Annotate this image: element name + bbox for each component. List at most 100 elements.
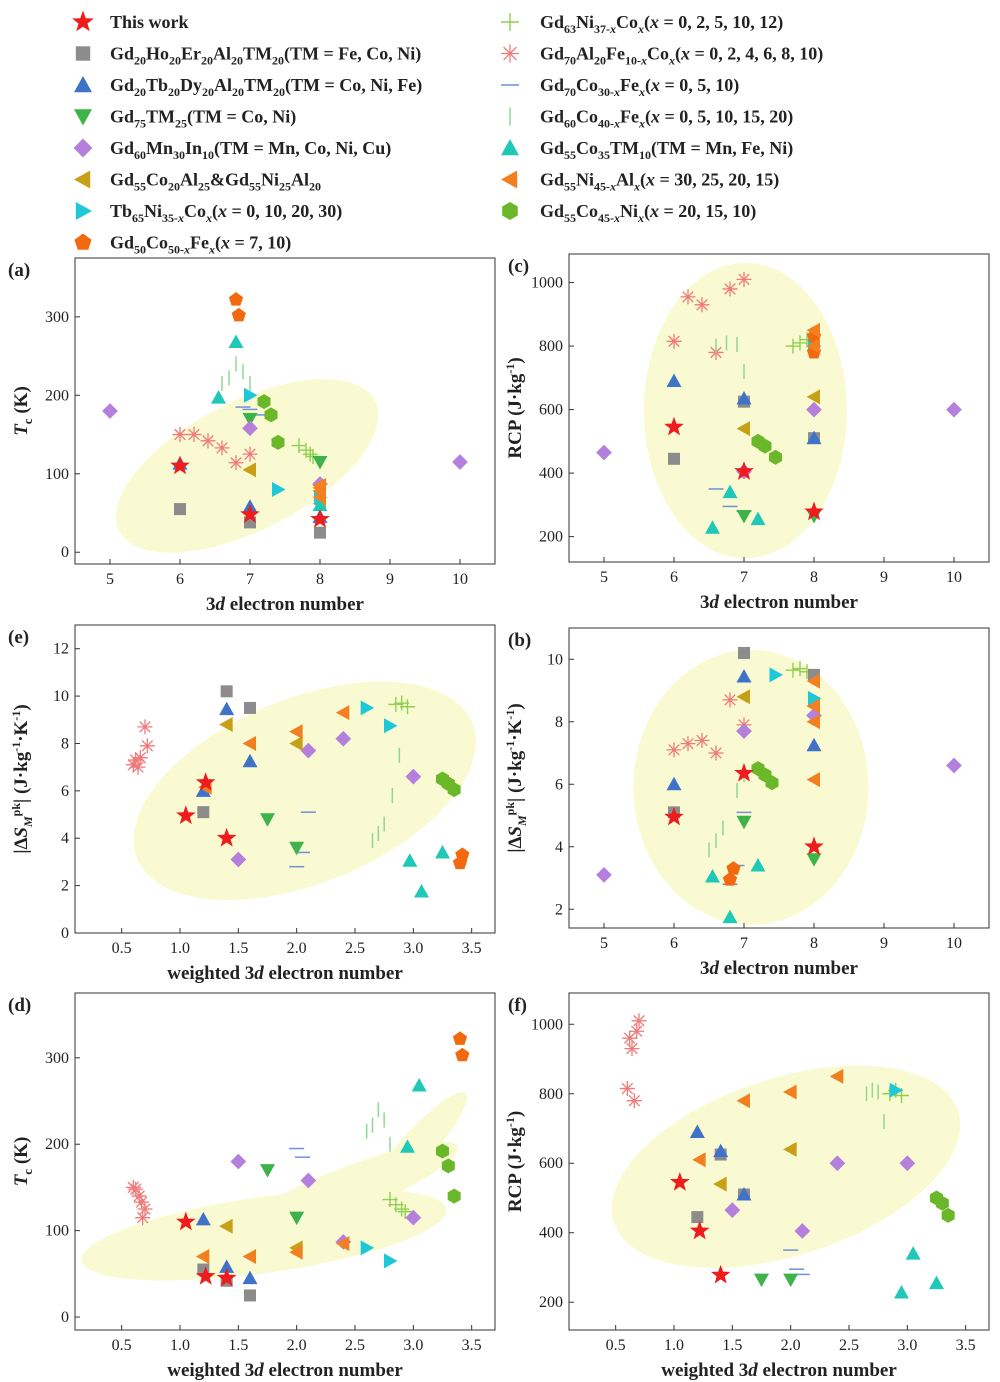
point-g55co xyxy=(769,449,782,465)
panel-d-xtick: 2.0 xyxy=(287,1337,307,1354)
point-mn xyxy=(946,401,962,418)
legend-label-g63: Gd63Ni37-xCox(x = 0, 2, 5, 10, 12) xyxy=(540,12,783,36)
point-g70al xyxy=(722,281,738,297)
point-g50 xyxy=(452,855,468,870)
panel-d-label: (d) xyxy=(8,995,31,1016)
panel-c-xtick: 5 xyxy=(600,569,608,586)
point-g70al xyxy=(134,1194,149,1210)
point-g70al xyxy=(624,1041,640,1057)
point-mn xyxy=(946,757,962,774)
panel-d-xtick: 0.5 xyxy=(112,1337,132,1354)
point-tbni xyxy=(808,690,822,706)
point-g70al xyxy=(694,297,710,313)
panel-f-xtick: 2.0 xyxy=(781,1337,801,1354)
legend-marker-g70al xyxy=(501,44,519,63)
panel-a-points xyxy=(102,292,468,539)
point-g55ni xyxy=(806,698,820,714)
point-al xyxy=(806,389,820,405)
point-g70al xyxy=(666,333,682,349)
point-tw xyxy=(689,1220,710,1240)
legend-label-al: Gd55Co20Al25&Gd55Ni25Al20 xyxy=(110,170,321,194)
panel-f-frame xyxy=(568,992,990,1331)
point-g55ni xyxy=(335,705,350,721)
point-g50 xyxy=(726,861,741,875)
panel-b-points xyxy=(596,647,962,924)
legend-marker-ho xyxy=(75,46,91,61)
point-g75 xyxy=(289,1211,305,1226)
panel-c-label: (c) xyxy=(508,256,529,277)
panel-c: 5 6 7 8 9 10 200 400 600 800 1000(c) 3d electron nu… xyxy=(503,253,990,613)
point-g50 xyxy=(452,1031,468,1045)
panel-a-ytick: 0 xyxy=(61,544,69,561)
panel-f-xtick: 3.0 xyxy=(897,1337,917,1354)
panel-f-points xyxy=(619,1013,955,1299)
point-g63 xyxy=(302,446,318,462)
panel-b-ylabel: |ΔSMpk| (J·kg-1·K-1) xyxy=(503,703,529,852)
panel-f-ytick: 800 xyxy=(539,1086,563,1103)
point-g70al xyxy=(135,1210,151,1226)
point-g63 xyxy=(785,338,801,354)
point-g55ni xyxy=(242,735,256,751)
point-g75 xyxy=(289,841,305,856)
point-g70al xyxy=(619,1081,635,1097)
point-tw xyxy=(195,1266,216,1285)
point-g63 xyxy=(394,695,410,711)
point-mn xyxy=(230,851,247,868)
point-g70al xyxy=(629,1023,645,1039)
point-g55tm xyxy=(750,858,766,872)
point-al xyxy=(289,735,303,751)
panel-e-frame xyxy=(74,624,496,934)
point-g55ni xyxy=(806,673,820,689)
point-g55tm xyxy=(722,484,738,499)
point-g55tm xyxy=(929,1275,944,1290)
panel-e-ytick: 8 xyxy=(61,735,69,752)
point-tw xyxy=(734,461,754,480)
point-g55tm xyxy=(400,1139,415,1153)
panel-d-ytick: 200 xyxy=(45,1136,69,1153)
point-tb xyxy=(219,1259,235,1273)
point-tw xyxy=(734,762,754,782)
point-g70al xyxy=(631,1013,647,1029)
panel-b-ytick: 8 xyxy=(555,714,563,731)
point-g55co xyxy=(271,434,285,450)
legend-label-g70co: Gd70Co30-xFex(x = 0, 5, 10) xyxy=(540,75,739,99)
panel-c-xtick: 7 xyxy=(740,569,748,586)
panel-d-ytick: 300 xyxy=(45,1050,69,1067)
legend-marker-g55ni xyxy=(501,170,518,189)
panel-c-xtick: 8 xyxy=(810,569,818,586)
panel-c-ytick: 400 xyxy=(539,465,563,482)
panel-e-ytick: 10 xyxy=(53,688,69,705)
panel-e-ytick: 4 xyxy=(61,830,69,847)
point-g70al xyxy=(172,427,188,443)
point-al xyxy=(713,1176,727,1192)
point-mn xyxy=(794,1223,811,1239)
point-g55tm xyxy=(411,1077,427,1092)
panel-b-ytick: 10 xyxy=(547,651,563,668)
point-g70al xyxy=(242,446,258,462)
legend-label-ho: Gd20Ho20Er20Al20TM20(TM = Fe, Co, Ni) xyxy=(110,44,421,68)
point-g70al xyxy=(214,440,230,456)
point-al xyxy=(736,421,750,437)
point-tbni xyxy=(360,700,375,716)
panel-c-region-0 xyxy=(643,262,847,559)
point-g70al xyxy=(125,757,141,773)
point-al xyxy=(736,689,750,705)
panel-a-xlabel: 3d electron number xyxy=(206,594,365,615)
panel-d-points xyxy=(125,1031,470,1302)
point-g70al xyxy=(228,455,244,471)
point-tbni xyxy=(384,1253,398,1269)
point-g55co xyxy=(935,1195,949,1211)
panel-e-xtick: 2.0 xyxy=(287,940,307,957)
legend-label-g75: Gd75TM25(TM = Co, Ni) xyxy=(110,107,296,131)
point-g55ni xyxy=(806,772,820,788)
point-g70al xyxy=(708,745,724,761)
point-g50 xyxy=(231,307,246,322)
legend-label-g55ni: Gd55Ni45-xAlx(x = 30, 25, 20, 15) xyxy=(540,170,779,194)
point-g50 xyxy=(722,872,738,886)
panel-b-label: (b) xyxy=(508,630,531,651)
point-g75 xyxy=(736,509,752,524)
point-g55co xyxy=(765,775,779,791)
panel-b-xtick: 8 xyxy=(810,935,818,952)
panel-e-xtick: 0.5 xyxy=(112,940,132,957)
